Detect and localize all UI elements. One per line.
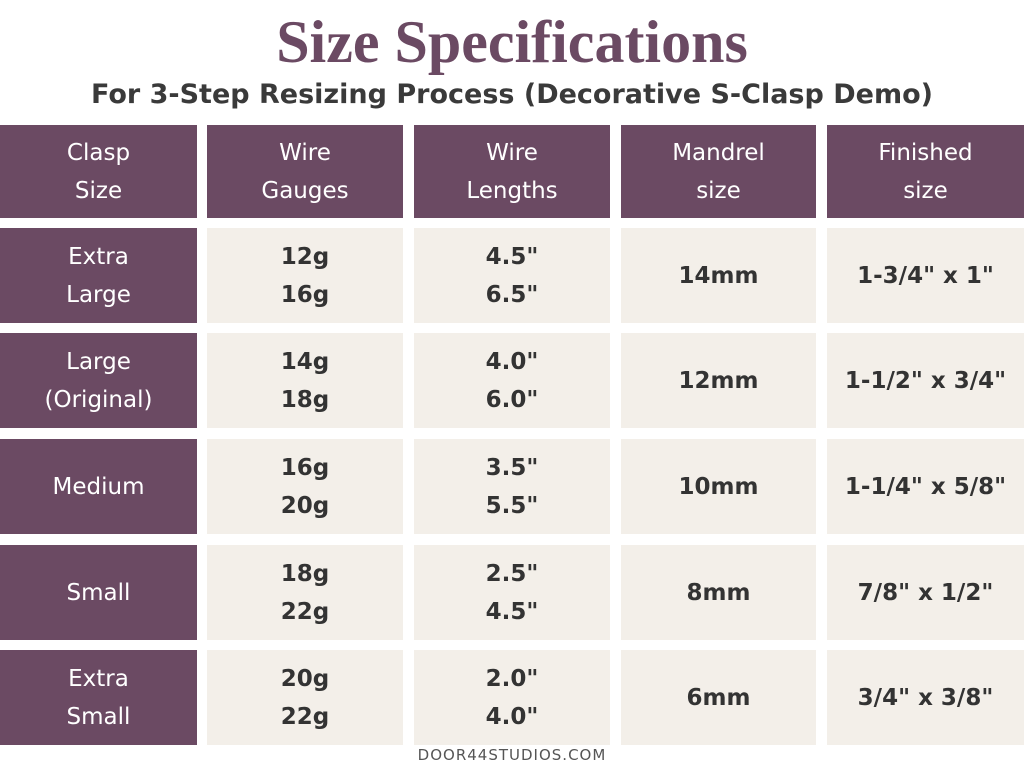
- table-cell: Medium: [0, 439, 197, 534]
- table-cell: 1-1/4" x 5/8": [827, 439, 1024, 534]
- header-cell: Finished size: [827, 125, 1024, 218]
- header-cell: Clasp Size: [0, 125, 197, 218]
- cell-text: 1-1/4" x 5/8": [844, 473, 1007, 500]
- cell-text: 14mm: [678, 262, 759, 289]
- table-cell: Extra Small: [0, 650, 197, 745]
- cell-text: Wire: [279, 139, 331, 166]
- cell-text: 2.0": [485, 665, 539, 692]
- cell-text: 4.0": [485, 348, 539, 375]
- table-cell: 4.0" 6.0": [414, 333, 610, 428]
- subtitle: For 3-Step Resizing Process (Decorative …: [91, 79, 933, 110]
- table-cell: 7/8" x 1/2": [827, 545, 1024, 640]
- table-cell: 12mm: [621, 333, 816, 428]
- cell-text: 16g: [280, 454, 330, 481]
- cell-text: 12g: [280, 243, 330, 270]
- header-cell: Wire Lengths: [414, 125, 610, 218]
- cell-text: Size: [74, 177, 123, 204]
- cell-text: 10mm: [678, 473, 759, 500]
- cell-text: Wire: [486, 139, 538, 166]
- cell-text: 22g: [280, 598, 330, 625]
- cell-text: Clasp: [66, 139, 131, 166]
- cell-text: Mandrel: [672, 139, 765, 166]
- cell-text: 18g: [280, 560, 330, 587]
- cell-text: 3/4" x 3/8": [857, 684, 994, 711]
- table-cell: 18g 22g: [207, 545, 403, 640]
- cell-text: Large: [66, 348, 131, 375]
- table-cell: Extra Large: [0, 228, 197, 323]
- cell-text: 18g: [280, 386, 330, 413]
- cell-text: Finished: [878, 139, 973, 166]
- cell-text: Gauges: [261, 177, 349, 204]
- cell-text: 22g: [280, 703, 330, 730]
- table-cell: 8mm: [621, 545, 816, 640]
- table-cell: Small: [0, 545, 197, 640]
- table-cell: 6mm: [621, 650, 816, 745]
- cell-text: 3.5": [485, 454, 539, 481]
- cell-text: 4.0": [485, 703, 539, 730]
- table-cell: 1-1/2" x 3/4": [827, 333, 1024, 428]
- table-cell: 12g 16g: [207, 228, 403, 323]
- cell-text: 8mm: [686, 579, 751, 606]
- cell-text: 1-3/4" x 1": [857, 262, 994, 289]
- table-cell: 2.0" 4.0": [414, 650, 610, 745]
- cell-text: 12mm: [678, 367, 759, 394]
- cell-text: Small: [66, 579, 131, 606]
- header-cell: Mandrel size: [621, 125, 816, 218]
- cell-text: Large: [66, 281, 131, 308]
- cell-text: Lengths: [466, 177, 558, 204]
- table-cell: 3.5" 5.5": [414, 439, 610, 534]
- cell-text: 16g: [280, 281, 330, 308]
- cell-text: Extra: [68, 665, 129, 692]
- cell-text: 2.5": [485, 560, 539, 587]
- cell-text: 4.5": [485, 243, 539, 270]
- table-cell: 16g 20g: [207, 439, 403, 534]
- cell-text: 20g: [280, 492, 330, 519]
- table-cell: 20g 22g: [207, 650, 403, 745]
- cell-text: 6mm: [686, 684, 751, 711]
- cell-text: (Original): [44, 386, 153, 413]
- header-cell: Wire Gauges: [207, 125, 403, 218]
- table-cell: 14mm: [621, 228, 816, 323]
- cell-text: size: [696, 177, 741, 204]
- cell-text: Small: [66, 703, 131, 730]
- table-cell: Large (Original): [0, 333, 197, 428]
- cell-text: 7/8" x 1/2": [857, 579, 994, 606]
- table-cell: 1-3/4" x 1": [827, 228, 1024, 323]
- cell-text: 6.5": [485, 281, 539, 308]
- table-cell: 10mm: [621, 439, 816, 534]
- cell-text: Medium: [52, 473, 145, 500]
- cell-text: 5.5": [485, 492, 539, 519]
- table-cell: 2.5" 4.5": [414, 545, 610, 640]
- cell-text: Extra: [68, 243, 129, 270]
- cell-text: 4.5": [485, 598, 539, 625]
- table-cell: 14g 18g: [207, 333, 403, 428]
- cell-text: 6.0": [485, 386, 539, 413]
- cell-text: 20g: [280, 665, 330, 692]
- cell-text: 1-1/2" x 3/4": [844, 367, 1007, 394]
- cell-text: 14g: [280, 348, 330, 375]
- footer-credit: DOOR44STUDIOS.COM: [417, 746, 607, 764]
- title: Size Specifications: [276, 9, 748, 75]
- table-cell: 3/4" x 3/8": [827, 650, 1024, 745]
- table-cell: 4.5" 6.5": [414, 228, 610, 323]
- cell-text: size: [903, 177, 948, 204]
